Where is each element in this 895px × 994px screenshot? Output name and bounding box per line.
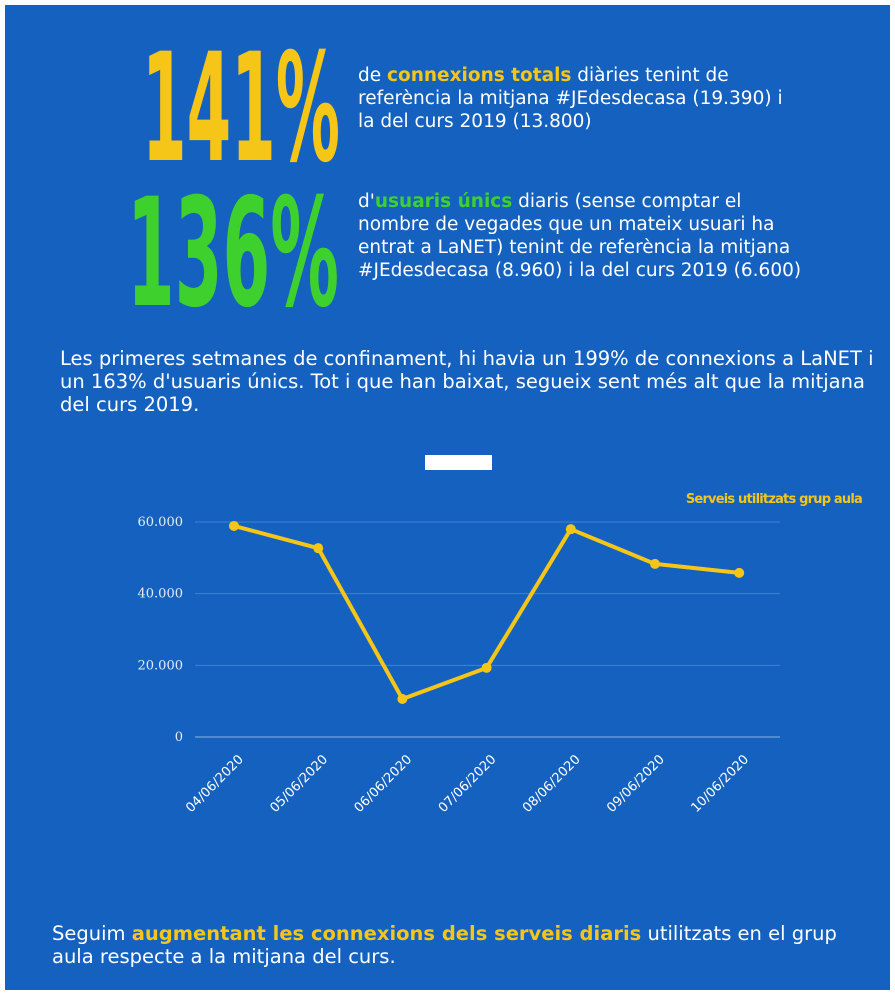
legend-label: Serveis utilitzats grup aula — [686, 492, 862, 507]
y-tick-label: 0 — [175, 730, 183, 745]
background — [5, 5, 890, 990]
y-tick-label: 60.000 — [138, 515, 184, 530]
text: d' — [358, 191, 375, 212]
point — [313, 543, 324, 554]
text: diàries tenint de referència la mitjana … — [358, 65, 783, 132]
stat-figure: 136% — [127, 180, 339, 310]
text: diaris (sense comptar el nombre de vegad… — [358, 191, 802, 281]
text: Seguim — [52, 922, 132, 945]
x-tick-label: 05/06/2020 — [267, 752, 331, 816]
stat-figure-text: 136% — [127, 180, 339, 310]
point — [734, 567, 745, 578]
y-tick-label: 40.000 — [138, 587, 184, 602]
text: utilitzats en el grup aula respecte a la… — [52, 922, 837, 968]
highlight: connexions totals — [387, 65, 572, 86]
highlight: usuaris únics — [374, 191, 513, 212]
decoration — [425, 455, 492, 470]
stat-text: d'usuaris únics diaris (sense comptar el… — [358, 190, 808, 282]
y-tick-label: 20.000 — [138, 658, 184, 673]
highlight: augmentant les connexions dels serveis d… — [131, 922, 642, 945]
x-tick-label: 07/06/2020 — [436, 752, 500, 816]
point — [229, 520, 239, 531]
point — [481, 662, 492, 673]
x-tick-label: 06/06/2020 — [352, 752, 416, 816]
point — [650, 558, 660, 569]
x-tick-label: 10/06/2020 — [688, 752, 752, 816]
stat-text: de connexions totals diàries tenint de r… — [358, 64, 798, 133]
line — [233, 524, 740, 702]
intro: Les primeres setmanes de confinament, hi… — [60, 347, 874, 416]
stat-figure-text: 141% — [142, 40, 340, 165]
x-tick-label: 08/06/2020 — [520, 752, 584, 816]
x-tick-label: 09/06/2020 — [604, 752, 668, 816]
text: de — [358, 65, 388, 86]
point — [397, 694, 408, 705]
footer: Seguim augmentant les connexions dels se… — [52, 922, 872, 968]
stat-figure: 141% — [142, 40, 340, 165]
x-tick-label: 04/06/2020 — [183, 752, 247, 816]
point — [565, 524, 576, 535]
